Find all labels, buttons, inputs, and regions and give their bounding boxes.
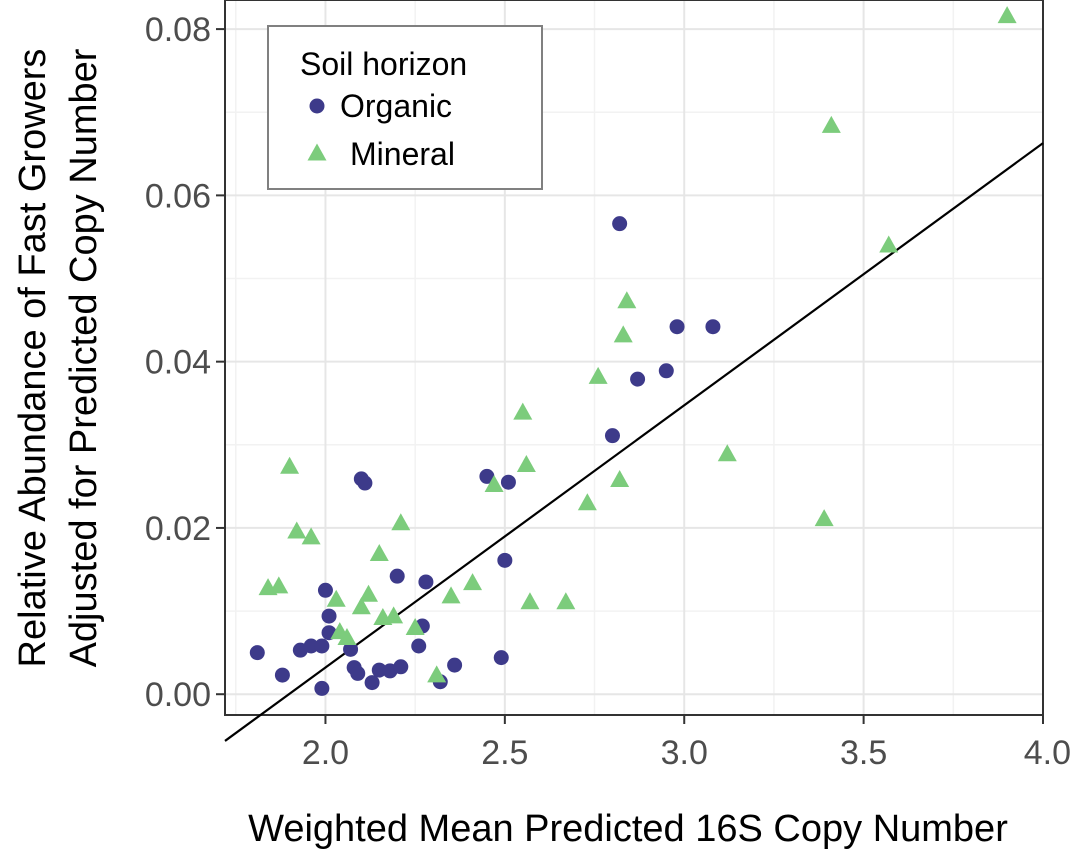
mineral-point bbox=[617, 291, 637, 309]
mineral-point bbox=[613, 325, 633, 343]
legend-label: Mineral bbox=[350, 136, 455, 172]
organic-point bbox=[497, 552, 513, 568]
y-tick-label: 0.00 bbox=[145, 676, 211, 714]
regression-line bbox=[224, 142, 1044, 742]
mineral-point bbox=[287, 521, 307, 539]
legend-items: Organic Mineral bbox=[307, 88, 455, 172]
mineral-point bbox=[556, 592, 576, 610]
mineral-point bbox=[814, 509, 834, 527]
mineral-point bbox=[463, 573, 483, 591]
organic-point bbox=[314, 680, 330, 696]
y-axis-title-line-2: Adjusted for Predicted Copy Number bbox=[63, 48, 105, 667]
mineral-point bbox=[301, 527, 321, 545]
organic-point bbox=[604, 428, 620, 444]
mineral-point bbox=[369, 544, 389, 562]
x-tick-label: 2.5 bbox=[481, 734, 528, 772]
organic-point bbox=[447, 657, 463, 673]
organic-point bbox=[274, 667, 290, 683]
organic-point bbox=[249, 645, 265, 661]
organic-point bbox=[393, 659, 409, 675]
organic-point bbox=[493, 650, 509, 666]
legend-triangle-icon bbox=[307, 143, 327, 161]
organic-point bbox=[303, 638, 319, 654]
legend: Soil horizon Organic Mineral bbox=[267, 25, 543, 190]
legend-item-organic: Organic bbox=[309, 88, 452, 124]
organic-point bbox=[371, 662, 387, 678]
mineral-point bbox=[610, 470, 630, 488]
organic-point bbox=[357, 475, 373, 491]
y-tick-label: 0.04 bbox=[145, 344, 211, 382]
legend-label: Organic bbox=[340, 88, 452, 124]
organic-point bbox=[317, 582, 333, 598]
organic-point bbox=[500, 474, 516, 490]
mineral-point bbox=[821, 115, 841, 133]
y-tick-label: 0.08 bbox=[145, 11, 211, 49]
organic-point bbox=[364, 675, 380, 691]
organic-point bbox=[321, 608, 337, 624]
mineral-point bbox=[520, 592, 540, 610]
mineral-point bbox=[359, 584, 379, 602]
organic-point bbox=[418, 574, 434, 590]
organic-point bbox=[630, 371, 646, 387]
x-tick-label: 3.5 bbox=[840, 734, 887, 772]
points-layer bbox=[249, 6, 1017, 696]
mineral-point bbox=[588, 366, 608, 384]
mineral-point bbox=[269, 576, 289, 594]
fit-line-layer bbox=[224, 142, 1044, 742]
organic-point bbox=[479, 468, 495, 484]
organic-point bbox=[411, 638, 427, 654]
legend-item-mineral: Mineral bbox=[307, 136, 455, 172]
mineral-point bbox=[384, 606, 404, 624]
y-tick-label: 0.02 bbox=[145, 510, 211, 548]
organic-point bbox=[389, 568, 405, 584]
mineral-point bbox=[441, 586, 461, 604]
mineral-point bbox=[516, 455, 536, 473]
mineral-point bbox=[405, 617, 425, 635]
mineral-point bbox=[337, 627, 357, 645]
organic-point bbox=[343, 641, 359, 657]
x-tick-label: 4.0 bbox=[1024, 734, 1071, 772]
ticks-layer: 2.0 2.5 3.0 3.5 4.0 0.00 0.02 0.04 0.06 0.08 bbox=[145, 11, 1071, 772]
organic-point bbox=[314, 638, 330, 654]
mineral-point bbox=[391, 513, 411, 531]
mineral-point bbox=[427, 665, 447, 683]
legend-title: Soil horizon bbox=[300, 46, 467, 82]
organic-point bbox=[658, 363, 674, 379]
legend-circle-icon bbox=[309, 98, 325, 114]
mineral-point bbox=[326, 589, 346, 607]
mineral-point bbox=[577, 493, 597, 511]
mineral-point bbox=[879, 235, 899, 253]
y-tick-label: 0.06 bbox=[145, 177, 211, 215]
mineral-point bbox=[513, 402, 533, 420]
plot-panel-border bbox=[224, 0, 1044, 716]
x-axis-title: Weighted Mean Predicted 16S Copy Number bbox=[248, 808, 1008, 849]
organic-point bbox=[669, 319, 685, 335]
mineral-point bbox=[280, 456, 300, 474]
mineral-point bbox=[717, 444, 737, 462]
y-axis-title-line-1: Relative Abundance of Fast Growers bbox=[12, 49, 54, 668]
organic-point bbox=[350, 665, 366, 681]
mineral-point bbox=[484, 474, 504, 492]
mineral-point bbox=[351, 597, 371, 615]
mineral-point bbox=[997, 6, 1017, 24]
x-tick-label: 2.0 bbox=[302, 734, 349, 772]
organic-point bbox=[705, 319, 721, 335]
organic-point bbox=[612, 216, 628, 232]
x-tick-label: 3.0 bbox=[661, 734, 708, 772]
